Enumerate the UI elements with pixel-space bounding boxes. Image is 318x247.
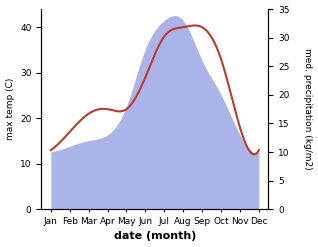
Y-axis label: max temp (C): max temp (C)	[5, 78, 15, 140]
X-axis label: date (month): date (month)	[114, 231, 196, 242]
Y-axis label: med. precipitation (kg/m2): med. precipitation (kg/m2)	[303, 48, 313, 170]
